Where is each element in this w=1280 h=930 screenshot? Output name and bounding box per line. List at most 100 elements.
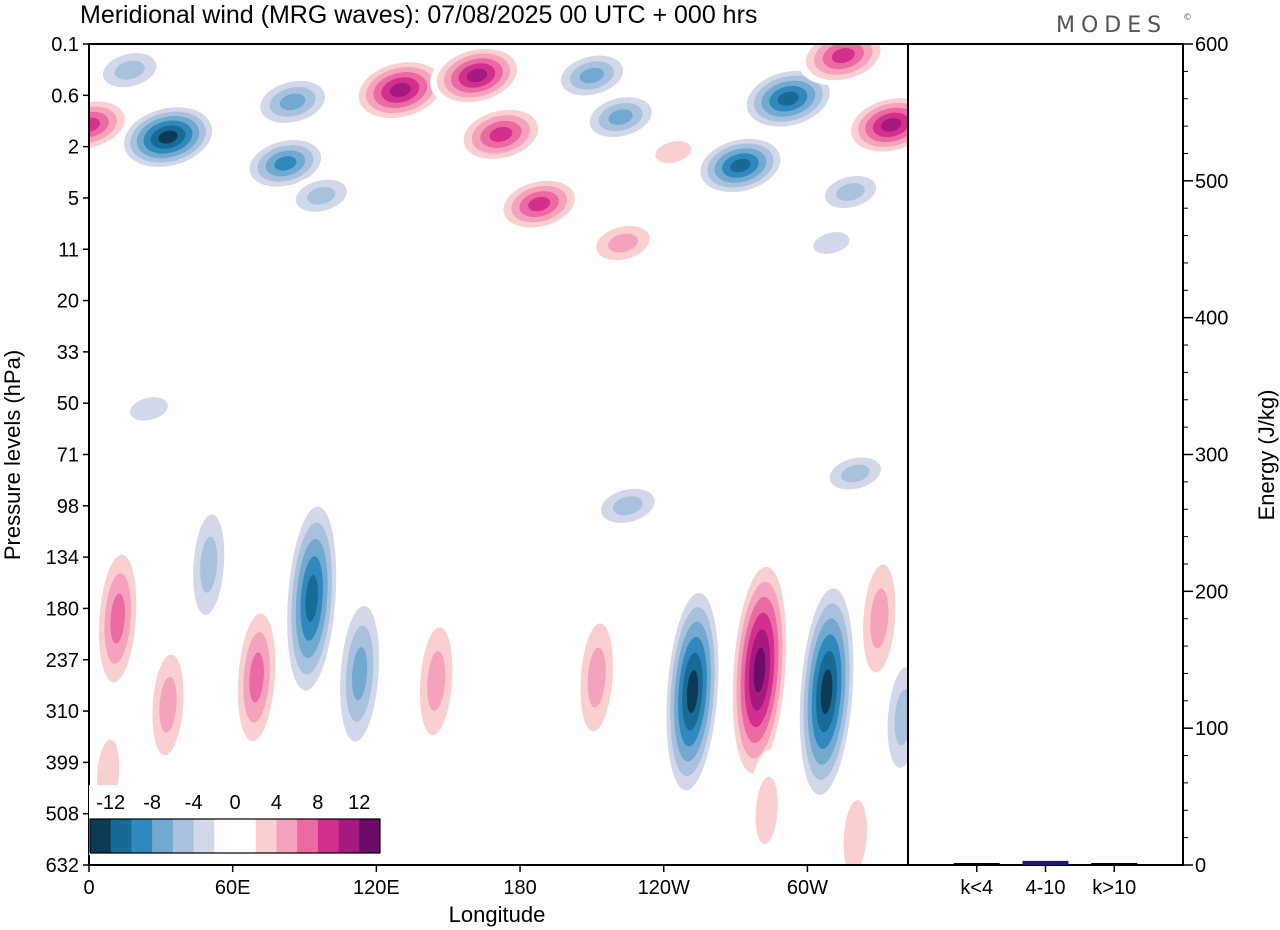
colorbar-swatch [110, 819, 132, 853]
energy-axis: 0 100 200 300 400 500 600 [1183, 34, 1228, 877]
contour-cell [589, 481, 666, 530]
contour-cell [334, 587, 385, 761]
contour-cell [856, 542, 903, 695]
contour-cell [232, 595, 281, 759]
x-tick-label: 120E [353, 877, 400, 899]
contour-cell [662, 579, 723, 805]
energy-bar [1022, 860, 1069, 865]
contour-band [200, 536, 218, 593]
contour-cell [455, 104, 546, 165]
x-tick-label: 60E [215, 877, 251, 899]
contour-band [333, 277, 396, 315]
contour-band [870, 588, 889, 649]
category-label: 4-10 [1025, 877, 1065, 899]
energy-plot-frame [907, 43, 1184, 866]
energy-tick-label: 100 [1195, 718, 1228, 740]
energy-tick-label: 600 [1195, 34, 1228, 56]
y-tick-label: 508 [46, 804, 79, 826]
colorbar-label: 12 [348, 792, 370, 814]
contour-cell [285, 455, 348, 492]
colorbar-swatch [297, 819, 319, 853]
contour-band [351, 647, 368, 701]
contour-cell [814, 169, 887, 215]
contour-band [529, 668, 568, 780]
y-tick-label: 0.1 [51, 34, 79, 56]
contour-cell [844, 93, 908, 157]
contour-cell [146, 633, 190, 776]
contour-band [755, 776, 778, 844]
energy-axis-label: Energy (J/kg) [1254, 390, 1279, 521]
y-tick-label: 20 [57, 291, 79, 313]
contour-band [389, 83, 411, 98]
colorbar-label: 4 [271, 792, 282, 814]
y-tick-label: 50 [57, 393, 79, 415]
brand-mark: © [1183, 13, 1192, 23]
contour-cell [796, 573, 858, 810]
colorbar-swatch [317, 819, 340, 853]
contour-band [730, 158, 751, 173]
colorbar-label: 0 [229, 792, 240, 814]
contour-cell [496, 175, 583, 233]
contour-cell [333, 277, 396, 315]
colorbar-swatch [338, 819, 360, 853]
contour-cell [283, 491, 341, 706]
contour-cell [580, 91, 661, 143]
contour-cell [106, 455, 168, 492]
y-tick-label: 237 [46, 650, 79, 672]
colorbar-label: -12 [96, 792, 125, 814]
contour-band [656, 455, 719, 492]
y-axis-label: Pressure levels (hPa) [0, 350, 25, 560]
y-tick-label: 5 [68, 188, 79, 210]
category-label: k<4 [960, 877, 993, 899]
contour-band [777, 91, 799, 106]
y-tick-label: 310 [46, 701, 79, 723]
contour-cell [529, 668, 568, 780]
colorbar-swatch [235, 819, 257, 853]
contour-cell [746, 749, 787, 865]
colorbar-swatch [131, 819, 153, 853]
contour-band [608, 109, 633, 125]
contour-cell [585, 218, 661, 268]
energy-bar [953, 863, 1000, 865]
contour-band [110, 593, 125, 644]
contour-cell [186, 493, 231, 636]
contour-band [536, 763, 576, 865]
y-tick-label: 399 [46, 752, 79, 774]
contour-band [586, 522, 645, 556]
contour-band [831, 48, 855, 64]
x-tick-label: 120W [638, 877, 690, 899]
contour-band [154, 179, 216, 217]
category-label: k>10 [1092, 877, 1136, 899]
contour-cell [114, 387, 184, 431]
contour-cell [798, 44, 889, 86]
contour-band [106, 455, 168, 492]
chart-title: Meridional wind (MRG waves): 07/08/2025 … [80, 1, 757, 29]
colorbar-swatch [276, 819, 298, 853]
colorbar-label: -8 [143, 792, 161, 814]
contour-band [114, 60, 145, 80]
contour-band [427, 651, 446, 712]
y-tick-label: 632 [46, 855, 79, 877]
brand-text: MODES [1056, 13, 1167, 38]
energy-tick-label: 500 [1195, 171, 1228, 193]
contour-band [466, 68, 488, 83]
contour-cell [573, 601, 620, 754]
contour-cell [351, 57, 449, 123]
contour-band [686, 670, 699, 714]
pressure-axis: 0.1 0.6 2 5 11 20 33 50 71 98 134 180 237 310 399 508 63… [46, 34, 89, 877]
contour-band [528, 196, 551, 212]
contour-cell [93, 537, 142, 700]
colorbar: -12 -8 -4 0 4 8 12 [89, 785, 381, 855]
contour-band [501, 746, 540, 858]
contour-band [813, 232, 850, 254]
contour-band [274, 156, 297, 171]
contour-band [279, 93, 306, 111]
contour-band [89, 291, 120, 329]
colorbar-swatch [214, 819, 236, 853]
x-tick-label: 0 [83, 877, 94, 899]
contour-band [587, 647, 606, 708]
contour-cell [819, 450, 892, 497]
contour-band [158, 130, 178, 144]
contour-cell [586, 522, 645, 556]
